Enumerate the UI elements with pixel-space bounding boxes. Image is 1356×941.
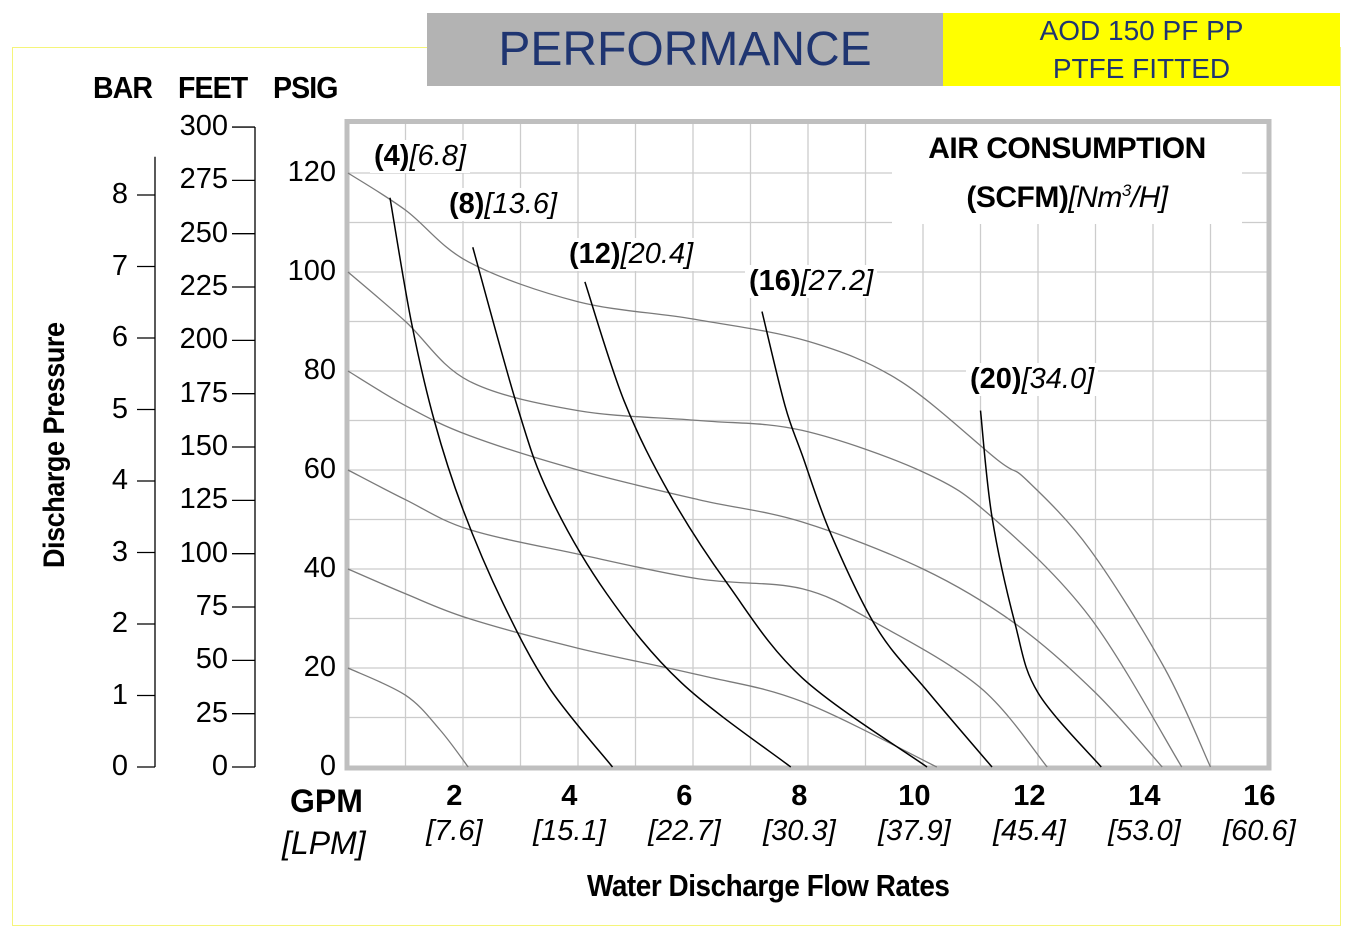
- header-title-box: PERFORMANCE: [427, 13, 943, 86]
- feet-tick-label: 100: [179, 536, 228, 569]
- air-curve-nm3h: [34.0]: [1021, 363, 1095, 395]
- psig-tick-label: 40: [303, 552, 336, 584]
- bar-tick-label: 4: [111, 464, 128, 496]
- x-tick-label-gpm: 4: [561, 780, 578, 812]
- feet-tick-label: 175: [179, 376, 228, 409]
- air-curve-scfm: (8): [449, 188, 485, 220]
- air-curve-label: (16)[27.2]: [745, 265, 878, 298]
- x-tick-label-lpm: [53.0]: [1108, 815, 1181, 847]
- x-tick-label-lpm: [22.7]: [648, 815, 721, 847]
- x-tick-label-gpm: 2: [446, 780, 463, 812]
- air-curve-scfm: (16): [749, 265, 801, 297]
- x-tick-label-lpm: [60.6]: [1223, 815, 1296, 847]
- x-unit-lpm: [LPM]: [282, 825, 366, 861]
- air-consumption-curve: [761, 311, 993, 768]
- bar-tick-label: 7: [111, 249, 128, 282]
- legend-scfm: (SCFM): [966, 181, 1069, 214]
- air-curve-scfm: (12): [569, 238, 621, 270]
- model-line-1: AOD 150 PF PP: [1039, 14, 1244, 46]
- unit-bar: BAR: [93, 70, 153, 105]
- feet-tick-label: 300: [179, 110, 228, 143]
- psig-tick-label: 120: [287, 156, 336, 188]
- x-tick-label-gpm: 12: [1013, 780, 1046, 812]
- psig-tick-label: 100: [287, 255, 336, 287]
- feet-tick-label: 250: [179, 216, 228, 249]
- feet-tick-label: 75: [195, 590, 228, 622]
- x-tick-label-gpm: 14: [1128, 780, 1161, 812]
- model-box: AOD 150 PF PP PTFE FITTED: [943, 13, 1340, 86]
- x-tick-label-gpm: 8: [791, 780, 808, 812]
- air-consumption-curve: [472, 247, 792, 768]
- head-curve: [347, 469, 1048, 768]
- x-tick-label-lpm: [15.1]: [533, 815, 606, 847]
- x-unit-gpm: GPM: [290, 783, 363, 819]
- legend-h: /H]: [1130, 181, 1168, 214]
- legend-sup: 3: [1121, 181, 1131, 200]
- x-tick-label-lpm: [30.3]: [763, 815, 836, 847]
- feet-tick-label: 150: [179, 430, 228, 463]
- x-tick-label-lpm: [45.4]: [993, 815, 1066, 847]
- legend-line-1: AIR CONSUMPTION: [928, 132, 1206, 165]
- feet-tick-label: 200: [179, 323, 228, 356]
- air-curve-label: (20)[34.0]: [966, 363, 1099, 396]
- plot-frame: [344, 119, 1272, 771]
- air-curve-nm3h: [6.8]: [409, 140, 466, 172]
- model-line-2: PTFE FITTED: [1052, 52, 1231, 84]
- air-curve-label: (8)[13.6]: [445, 188, 562, 221]
- head-curve: [347, 667, 469, 768]
- head-curve: [347, 271, 1183, 768]
- x-tick-label-gpm: 10: [898, 780, 931, 812]
- air-curve-label: (4)[6.8]: [370, 140, 470, 173]
- air-curve-label: (12)[20.4]: [565, 238, 698, 271]
- air-consumption-curve: [584, 281, 928, 768]
- feet-tick-label: 0: [211, 750, 228, 782]
- bar-tick-label: 5: [111, 392, 128, 425]
- bar-tick-label: 0: [111, 750, 128, 782]
- feet-tick-label: 125: [179, 483, 228, 516]
- bar-tick-label: 2: [111, 607, 128, 639]
- bar-tick-label: 3: [111, 535, 128, 568]
- bar-tick-label: 6: [111, 321, 128, 353]
- air-curve-scfm: (20): [970, 363, 1022, 395]
- air-curve-scfm: (4): [374, 140, 410, 172]
- legend-nm3: [Nm: [1068, 181, 1122, 214]
- x-axis-title: Water Discharge Flow Rates: [587, 868, 950, 903]
- head-curve: [347, 370, 1163, 768]
- air-curve-nm3h: [13.6]: [484, 188, 558, 220]
- air-consumption-curve: [979, 410, 1102, 768]
- x-tick-label-gpm: 16: [1243, 780, 1276, 812]
- head-curve: [347, 568, 938, 768]
- header-title: PERFORMANCE: [498, 23, 872, 76]
- psig-tick-label: 60: [303, 453, 336, 485]
- psig-tick-label: 80: [303, 354, 336, 386]
- bar-tick-label: 8: [111, 178, 128, 210]
- x-tick-label-gpm: 6: [676, 780, 693, 812]
- unit-feet: FEET: [178, 70, 248, 105]
- x-tick-label-lpm: [37.9]: [878, 815, 951, 847]
- bar-tick-label: 1: [111, 678, 128, 711]
- feet-tick-label: 50: [195, 643, 228, 676]
- head-curve: [347, 172, 1212, 768]
- feet-tick-label: 275: [179, 163, 228, 196]
- air-consumption-curve: [389, 197, 614, 768]
- x-tick-label-lpm: [7.6]: [426, 815, 483, 847]
- unit-psig: PSIG: [273, 70, 338, 105]
- psig-tick-label: 20: [303, 651, 336, 683]
- feet-tick-label: 225: [179, 270, 228, 303]
- air-curve-nm3h: [20.4]: [620, 238, 694, 270]
- feet-tick-label: 25: [195, 696, 228, 729]
- air-curve-nm3h: [27.2]: [800, 265, 874, 297]
- psig-tick-label: 0: [319, 750, 336, 782]
- air-consumption-legend: AIR CONSUMPTION (SCFM)[Nm3/H]: [892, 124, 1242, 224]
